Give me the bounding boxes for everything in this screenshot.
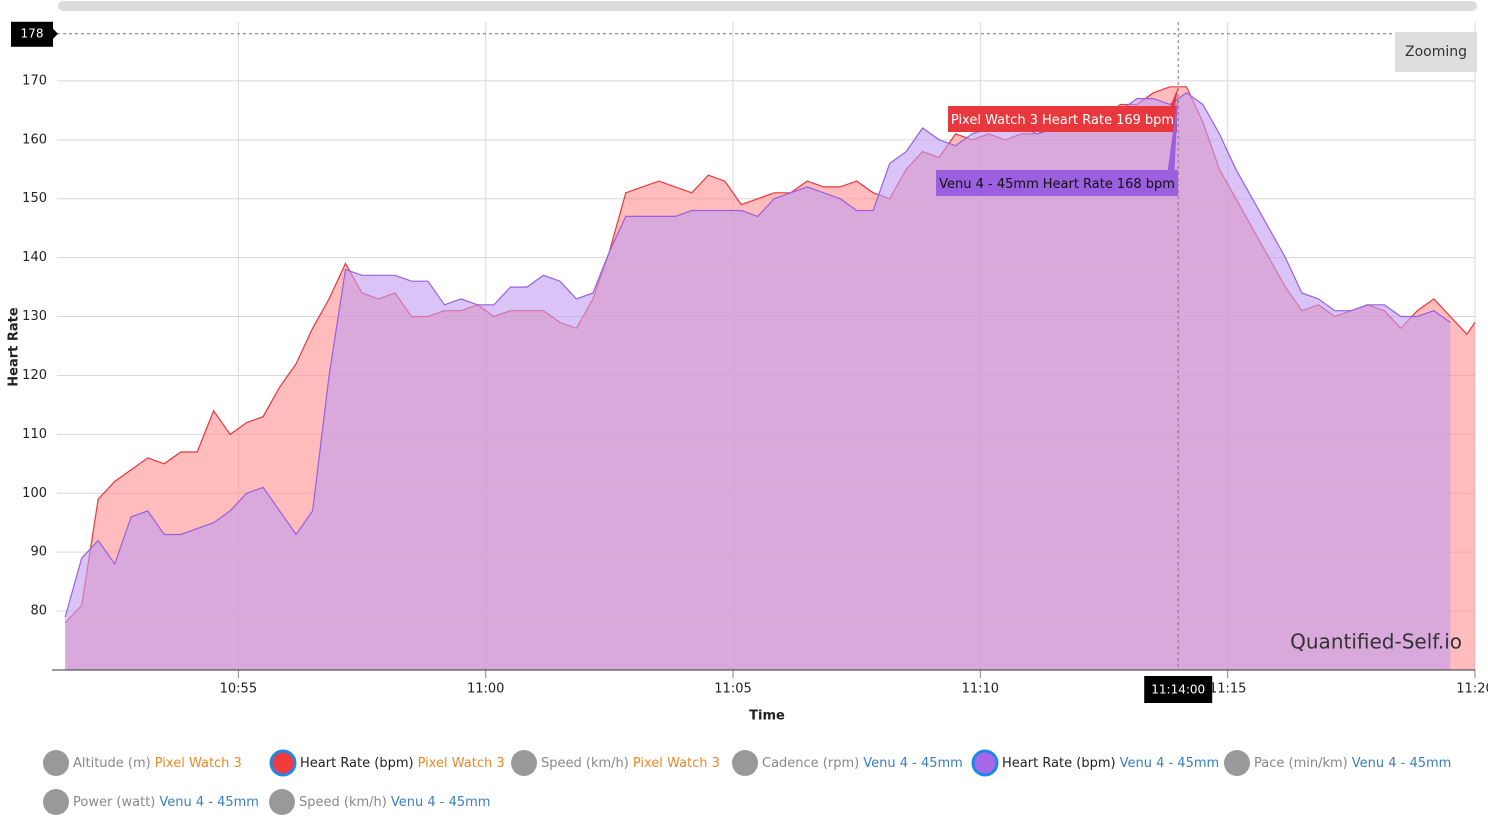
toggle-metric: Speed (km/h) [541, 756, 629, 771]
tooltip-box [948, 106, 1177, 132]
toggle-dot[interactable] [43, 789, 69, 815]
toggle-dot[interactable] [1224, 750, 1250, 776]
y-tick-label: 160 [22, 132, 47, 147]
toggle-label[interactable]: Power (watt) Venu 4 - 45mm [73, 795, 259, 810]
toggle-metric: Heart Rate (bpm) [300, 756, 414, 771]
series-toggle[interactable]: Power (watt) Venu 4 - 45mm [43, 789, 259, 815]
toggle-device: Pixel Watch 3 [155, 756, 242, 771]
x-tick-label: 11:20 [1456, 682, 1488, 697]
toggle-metric: Altitude (m) [73, 756, 151, 771]
x-tick-label: 11:00 [467, 682, 504, 697]
crosshair-y-label: 178 [21, 26, 44, 40]
x-tick-label: 11:10 [962, 682, 999, 697]
tooltip-box [936, 170, 1178, 196]
toggle-label[interactable]: Cadence (rpm) Venu 4 - 45mm [762, 756, 963, 771]
toggle-dot[interactable] [269, 749, 297, 777]
toggle-metric: Power (watt) [73, 795, 155, 810]
tooltip-pointer [1166, 92, 1179, 183]
series-toggle[interactable]: Heart Rate (bpm) Venu 4 - 45mm [971, 749, 1219, 777]
toggle-label[interactable]: Speed (km/h) Venu 4 - 45mm [299, 795, 490, 810]
series-toggle[interactable]: Speed (km/h) Venu 4 - 45mm [269, 789, 490, 815]
toggle-label[interactable]: Speed (km/h) Pixel Watch 3 [541, 756, 720, 771]
y-tick-label: 110 [22, 427, 47, 442]
zoom-button-label[interactable]: Zooming [1405, 44, 1467, 60]
y-tick-label: 90 [30, 545, 47, 560]
watermark: Quantified-Self.io [1290, 630, 1462, 654]
series-toggle[interactable]: Cadence (rpm) Venu 4 - 45mm [732, 750, 963, 776]
toggle-device: Pixel Watch 3 [633, 756, 720, 771]
tooltip: Venu 4 - 45mm Heart Rate 168 bpm [939, 177, 1175, 192]
x-axis-label: Time [749, 709, 785, 724]
y-tick-label: 170 [22, 73, 47, 88]
toggle-label[interactable]: Heart Rate (bpm) Venu 4 - 45mm [1002, 756, 1219, 771]
x-tick-label: 11:15 [1209, 682, 1246, 697]
tooltip-series: Venu 4 - 45mm [939, 177, 1039, 192]
toggle-dot[interactable] [511, 750, 537, 776]
tooltip-value: 168 [1117, 177, 1142, 192]
toggle-device: Venu 4 - 45mm [863, 756, 963, 771]
crosshair-x-box [1144, 676, 1213, 703]
y-tick-label: 150 [22, 191, 47, 206]
toggle-metric: Cadence (rpm) [762, 756, 859, 771]
x-tick-label: 10:55 [220, 682, 257, 697]
y-tick-label: 100 [22, 486, 47, 501]
toggle-dot[interactable] [269, 789, 295, 815]
toggle-label[interactable]: Heart Rate (bpm) Pixel Watch 3 [300, 756, 505, 771]
toggle-device: Venu 4 - 45mm [391, 795, 491, 810]
toggle-metric: Speed (km/h) [299, 795, 387, 810]
toggle-dot[interactable] [971, 749, 999, 777]
crosshair-x-label: 11:14:00 [1151, 683, 1205, 697]
crosshair-y-box [11, 21, 53, 47]
series-toggle[interactable]: Heart Rate (bpm) Pixel Watch 3 [269, 749, 505, 777]
scrollbar[interactable] [58, 1, 1477, 11]
y-tick-label: 130 [22, 309, 47, 324]
zoom-button[interactable] [1395, 32, 1477, 72]
crosshair-y-pointer [53, 28, 58, 39]
series-toggle[interactable]: Pace (min/km) Venu 4 - 45mm [1224, 750, 1451, 776]
line [64, 91, 1451, 618]
toggle-label[interactable]: Pace (min/km) Venu 4 - 45mm [1254, 756, 1451, 771]
toggle-device: Venu 4 - 45mm [1120, 756, 1220, 771]
toggle-label[interactable]: Altitude (m) Pixel Watch 3 [73, 756, 242, 771]
y-axis-label: Heart Rate [7, 307, 22, 387]
toggle-dot[interactable] [43, 750, 69, 776]
toggle-metric: Heart Rate (bpm) [1002, 756, 1116, 771]
tooltip-unit: bpm [1145, 113, 1174, 128]
tooltip-unit: bpm [1146, 177, 1175, 192]
y-tick-label: 120 [22, 368, 47, 383]
area [65, 92, 1451, 670]
toggle-device: Venu 4 - 45mm [1352, 756, 1452, 771]
toggle-device: Venu 4 - 45mm [159, 795, 259, 810]
tooltip-value: 169 [1116, 113, 1141, 128]
toggle-dot[interactable] [732, 750, 758, 776]
tooltip-series: Pixel Watch 3 [951, 113, 1038, 128]
y-tick-label: 80 [30, 604, 47, 619]
y-tick-label: 140 [22, 250, 47, 265]
tooltip-metric: Heart Rate [1042, 113, 1112, 128]
toggle-metric: Pace (min/km) [1254, 756, 1348, 771]
tooltip-metric: Heart Rate [1043, 177, 1113, 192]
series-toggle[interactable]: Speed (km/h) Pixel Watch 3 [511, 750, 720, 776]
x-tick-label: 11:05 [714, 682, 751, 697]
series-toggle[interactable]: Altitude (m) Pixel Watch 3 [43, 750, 242, 776]
toggle-device: Pixel Watch 3 [418, 756, 505, 771]
tooltip: Pixel Watch 3 Heart Rate 169 bpm [951, 113, 1174, 128]
